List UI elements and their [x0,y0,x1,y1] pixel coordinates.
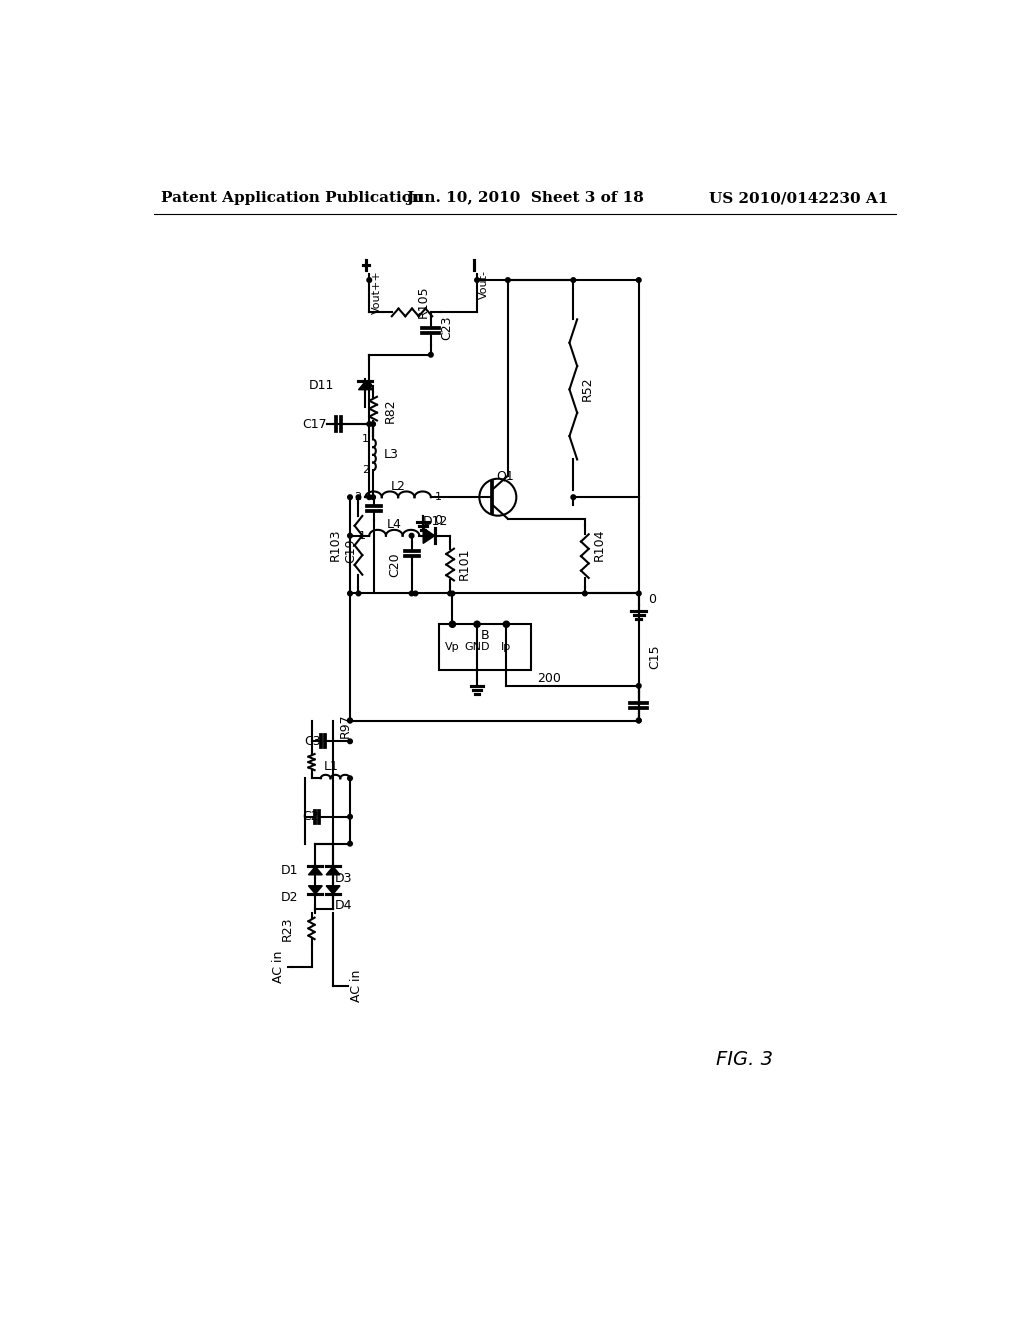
Text: R97: R97 [339,714,352,738]
Circle shape [356,591,360,595]
Text: 1: 1 [362,434,370,445]
Polygon shape [358,381,373,389]
Text: D2: D2 [281,891,298,904]
Circle shape [348,776,352,780]
Text: AC in: AC in [350,970,364,1002]
Text: 2: 2 [423,531,430,541]
Text: L2: L2 [390,480,406,492]
Text: C19: C19 [344,539,357,564]
Circle shape [367,383,372,388]
Text: R101: R101 [458,548,471,581]
Circle shape [410,591,414,595]
Text: D12: D12 [423,515,449,528]
Circle shape [571,495,575,499]
Text: L1: L1 [324,760,338,774]
Circle shape [348,814,352,818]
Text: 1: 1 [435,492,441,502]
Polygon shape [308,886,323,894]
Polygon shape [308,866,323,875]
Text: C20: C20 [388,552,400,577]
Text: C3: C3 [304,735,321,748]
Circle shape [367,277,372,282]
Text: 2: 2 [362,465,370,475]
Circle shape [506,277,510,282]
Polygon shape [326,866,340,875]
Text: R82: R82 [384,397,397,422]
Circle shape [348,533,352,539]
Circle shape [475,277,479,282]
Text: 200: 200 [538,672,561,685]
Circle shape [367,495,372,499]
Text: 0: 0 [434,513,442,527]
Text: Vp: Vp [445,643,460,652]
Text: AC in: AC in [271,950,285,983]
Text: 1: 1 [358,531,366,541]
Text: R104: R104 [593,529,605,561]
Polygon shape [423,528,435,544]
Text: R103: R103 [329,529,342,561]
Text: L3: L3 [384,449,398,462]
Circle shape [348,718,352,723]
Circle shape [367,422,372,426]
Text: L4: L4 [386,519,401,532]
Circle shape [410,533,414,539]
Circle shape [348,495,352,499]
Circle shape [583,591,587,595]
Text: C15: C15 [648,644,662,669]
Text: R52: R52 [581,376,594,401]
Text: D1: D1 [281,865,298,878]
Text: Jun. 10, 2010  Sheet 3 of 18: Jun. 10, 2010 Sheet 3 of 18 [406,191,644,206]
Circle shape [637,684,641,688]
Text: C17: C17 [302,417,327,430]
Circle shape [348,739,352,743]
Text: US 2010/0142230 A1: US 2010/0142230 A1 [709,191,888,206]
Text: 2: 2 [354,492,361,502]
Text: D4: D4 [335,899,352,912]
Text: Ip: Ip [501,643,511,652]
Circle shape [637,718,641,723]
Circle shape [371,495,376,499]
Text: R23: R23 [281,916,294,941]
Text: FIG. 3: FIG. 3 [716,1049,773,1069]
Text: Patent Application Publication: Patent Application Publication [162,191,423,206]
Text: C23: C23 [440,315,453,341]
Circle shape [637,718,641,723]
Circle shape [571,277,575,282]
Circle shape [637,277,641,282]
Circle shape [348,591,352,595]
Circle shape [348,718,352,723]
Circle shape [356,495,360,499]
Polygon shape [326,886,340,894]
Circle shape [503,622,509,627]
Circle shape [637,591,641,595]
Text: R105: R105 [417,285,430,318]
Text: Vout-: Vout- [479,271,489,300]
Text: D11: D11 [309,379,335,392]
Circle shape [348,841,352,846]
Circle shape [450,622,456,627]
Circle shape [429,352,433,356]
Text: Q1: Q1 [497,469,514,482]
Circle shape [447,591,453,595]
Text: D3: D3 [335,871,352,884]
Bar [438,624,531,671]
Text: GND: GND [464,643,489,652]
Text: C2: C2 [302,810,319,824]
Circle shape [413,591,418,595]
Circle shape [474,622,480,627]
Text: 0: 0 [648,593,656,606]
Circle shape [451,591,455,595]
Circle shape [371,422,376,426]
Text: B: B [480,630,489,643]
Text: Vout++: Vout++ [372,271,382,314]
